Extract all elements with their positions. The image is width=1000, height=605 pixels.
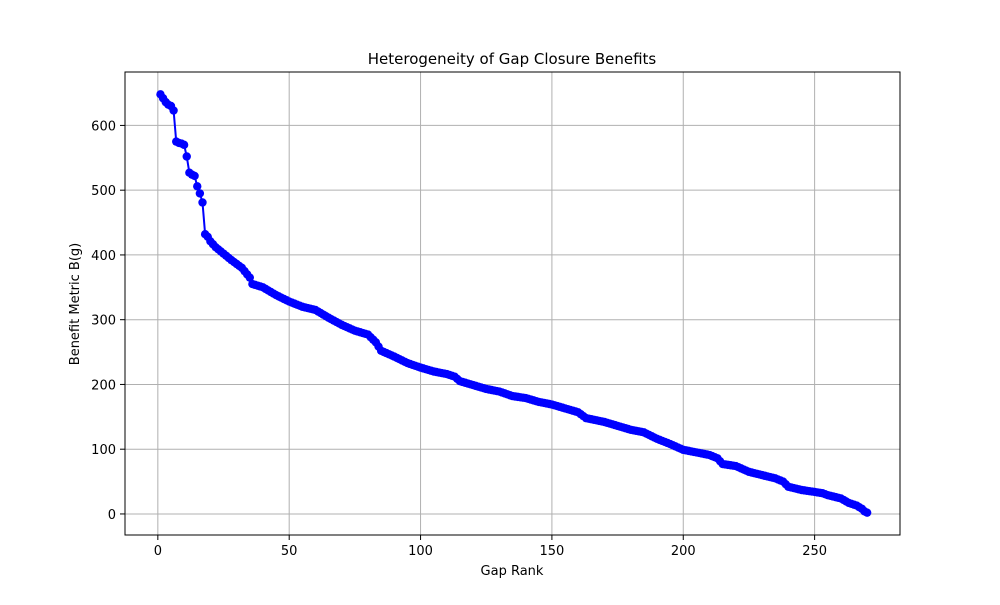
x-tick-label: 150 [539,544,564,559]
x-tick-label: 100 [408,544,433,559]
data-point [190,171,199,181]
data-point [179,140,189,150]
data-point [195,189,205,198]
y-axis-ticks: 0 100 200 300 400 500 600 [91,119,125,523]
data-point [862,508,872,517]
x-tick-label: 0 [154,544,162,559]
data-point [182,152,191,161]
y-tick-label: 200 [91,378,116,393]
x-axis-ticks: 0 50 100 150 200 250 [154,535,827,559]
data-point [245,273,254,282]
y-axis-label: Benefit Metric B(g) [68,243,83,365]
axes-frame [124,71,901,536]
y-tick-label: 300 [91,314,116,329]
plot-area [156,90,872,517]
grid [125,72,900,535]
x-tick-label: 200 [671,544,696,559]
y-tick-label: 500 [91,184,116,199]
y-tick-label: 100 [91,443,116,458]
data-point [169,106,178,115]
data-point [198,198,207,207]
y-tick-label: 400 [91,249,116,264]
y-tick-label: 600 [91,119,116,134]
x-tick-label: 50 [281,544,298,559]
x-tick-label: 250 [802,544,827,559]
x-axis-label: Gap Rank [481,564,544,579]
data-point [193,182,202,191]
y-tick-label: 0 [108,508,116,523]
chart-title: Heterogeneity of Gap Closure Benefits [368,50,657,68]
